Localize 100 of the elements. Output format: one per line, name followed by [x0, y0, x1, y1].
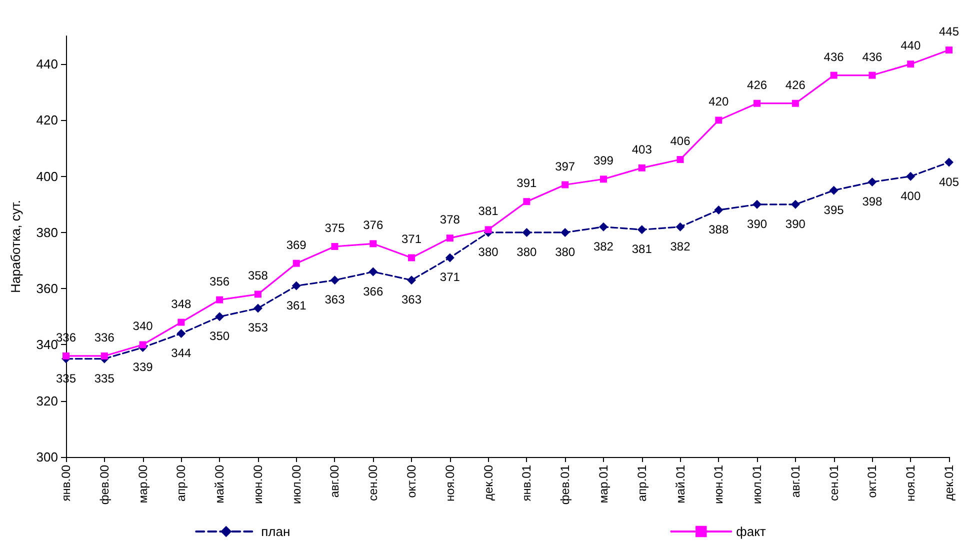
- x-tick-label: дек.01: [942, 464, 956, 501]
- data-label: 381: [632, 242, 652, 256]
- point: [907, 60, 914, 68]
- point: [830, 72, 838, 79]
- data-label: 380: [555, 244, 576, 259]
- data-label: 426: [785, 78, 806, 92]
- y-tick-label: 420: [36, 112, 58, 128]
- data-label: 340: [132, 319, 154, 334]
- point: [560, 228, 570, 237]
- point: [752, 200, 762, 209]
- x-tick-label: мар.01: [596, 464, 610, 504]
- point: [407, 276, 416, 285]
- data-label: 344: [171, 346, 192, 360]
- point: [215, 312, 224, 322]
- x-tick-label: ноя.01: [904, 464, 918, 502]
- data-label: 371: [402, 232, 422, 246]
- point: [676, 156, 684, 163]
- point: [331, 243, 338, 250]
- y-tick-label: 380: [36, 224, 58, 240]
- data-label: 380: [478, 244, 499, 259]
- x-tick-label: янв.01: [520, 464, 534, 502]
- x-tick-label: июн.00: [250, 464, 265, 504]
- y-tick-label: 320: [36, 393, 58, 408]
- x-tick-label: июл.01: [750, 464, 764, 504]
- point: [944, 158, 954, 167]
- point: [790, 200, 800, 209]
- data-label: 398: [862, 194, 883, 208]
- data-label: 348: [171, 296, 192, 311]
- point: [714, 206, 724, 215]
- data-label: 353: [248, 320, 268, 335]
- x-tick-label: апр.00: [174, 464, 188, 502]
- x-tick-label: май.01: [673, 464, 688, 504]
- data-label: 375: [324, 221, 346, 235]
- y-tick-label: 300: [36, 450, 58, 464]
- x-tick-label: дек.00: [481, 464, 496, 501]
- point: [139, 341, 146, 348]
- data-label: 390: [785, 216, 806, 231]
- data-label: 382: [593, 239, 614, 254]
- legend-label: план: [261, 524, 290, 539]
- point: [253, 304, 262, 313]
- data-label: 397: [555, 159, 576, 174]
- point: [100, 352, 108, 360]
- data-label: 382: [670, 239, 691, 254]
- x-tick-label: окт.00: [404, 464, 419, 498]
- data-label: 380: [516, 244, 538, 259]
- point: [178, 318, 185, 326]
- legend-label: факт: [736, 524, 766, 539]
- x-tick-label: июн.01: [712, 464, 726, 504]
- data-label: 335: [94, 371, 115, 386]
- x-tick-label: май.00: [212, 464, 227, 504]
- x-tick-label: авг.01: [788, 464, 802, 498]
- data-label: 369: [286, 238, 307, 252]
- data-label: 390: [747, 216, 768, 231]
- x-tick-label: мар.00: [136, 464, 150, 504]
- data-label: 420: [708, 94, 729, 109]
- point: [330, 276, 340, 285]
- data-label: 371: [440, 270, 460, 284]
- point: [522, 228, 532, 237]
- point: [792, 100, 799, 107]
- data-label: 376: [363, 218, 384, 232]
- point: [600, 176, 607, 183]
- point: [292, 260, 300, 267]
- data-label: 363: [324, 292, 346, 307]
- x-tick-label: сен.01: [826, 464, 841, 501]
- data-label: 388: [708, 222, 729, 237]
- data-label: 440: [900, 38, 921, 53]
- y-tick-label: 400: [36, 168, 58, 184]
- data-label: 391: [516, 176, 538, 190]
- point: [176, 329, 186, 338]
- point: [868, 177, 877, 186]
- point: [370, 240, 377, 248]
- data-label: 406: [670, 134, 691, 148]
- point: [562, 181, 569, 188]
- point: [292, 281, 301, 290]
- data-label: 350: [210, 329, 230, 344]
- point: [216, 296, 224, 304]
- point: [868, 72, 876, 79]
- point: [445, 253, 454, 262]
- data-label: 426: [747, 78, 768, 92]
- y-axis-title: Наработка, сут.: [8, 200, 23, 293]
- data-label: 358: [248, 268, 268, 283]
- point: [638, 164, 646, 172]
- x-tick-label: авг.00: [328, 464, 342, 498]
- point: [906, 172, 916, 181]
- data-label: 366: [363, 284, 384, 298]
- data-label: 403: [632, 142, 652, 156]
- point: [946, 46, 952, 54]
- point: [829, 186, 838, 195]
- point: [62, 352, 70, 360]
- x-tick-label: фев.01: [558, 464, 572, 505]
- y-tick-label: 440: [36, 56, 58, 72]
- x-tick-label: окт.01: [865, 464, 880, 498]
- x-tick-label: апр.01: [634, 464, 649, 502]
- point: [715, 116, 722, 124]
- data-label: 361: [286, 298, 307, 312]
- x-tick-label: июл.00: [289, 464, 304, 504]
- data-label: 363: [402, 292, 422, 307]
- data-label: 339: [132, 360, 154, 374]
- x-tick-label: янв.00: [59, 464, 73, 502]
- data-label: 381: [478, 204, 499, 218]
